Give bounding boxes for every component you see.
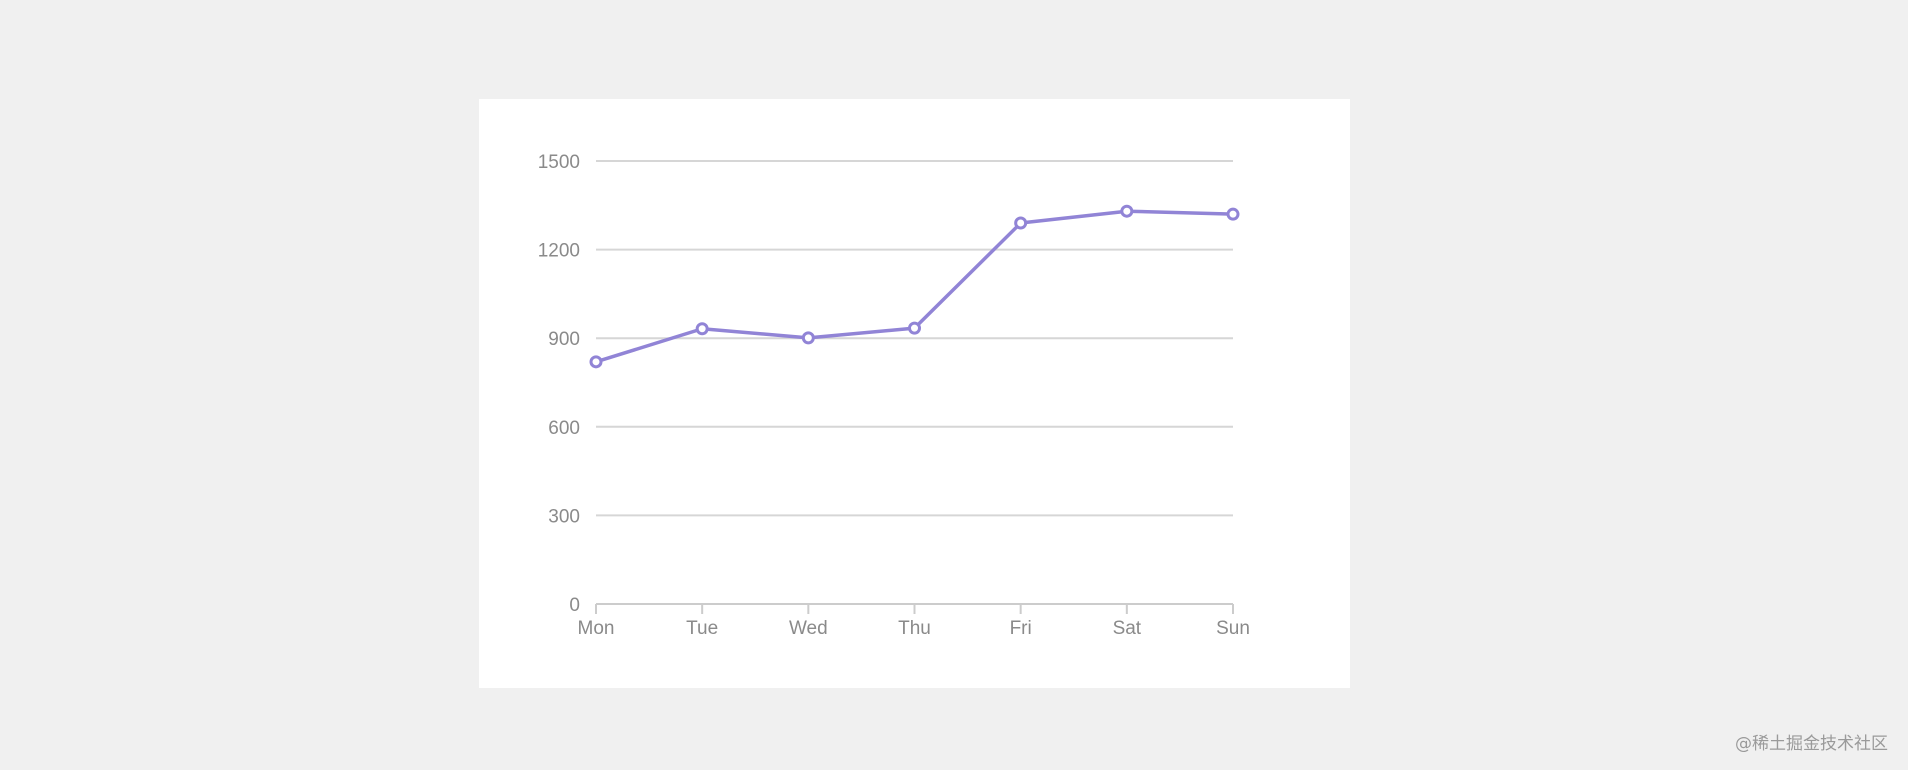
y-tick-label: 1200 [538,241,580,262]
chart-card: 0 300 600 900 1200 1500 Mon Tue Wed Thu Fri Sat Sun [479,99,1350,688]
x-tick-label: Mon [578,618,615,639]
data-point [695,322,709,336]
y-tick-label: 600 [548,418,580,439]
x-tick-label: Tue [686,618,718,639]
data-point [589,355,603,369]
line-chart: 0 300 600 900 1200 1500 Mon Tue Wed Thu Fri Sat Sun [538,152,1250,639]
data-point [1226,207,1240,221]
series-line [595,209,1234,364]
x-tick-label: Sun [1216,618,1250,639]
y-tick-label: 900 [548,329,580,350]
data-point [908,321,921,335]
y-tick-label: 0 [569,595,580,616]
data-point [1014,216,1028,230]
y-tick-label: 300 [548,506,580,527]
data-point [1120,204,1134,218]
data-point [801,331,815,345]
watermark: @稀土掘金技术社区 [1735,734,1888,754]
x-tick-label: Wed [789,618,828,639]
x-tick-label: Fri [1010,618,1032,639]
x-tick-label: Sat [1113,618,1142,639]
x-tick-label: Thu [898,618,931,639]
y-tick-label: 1500 [538,152,580,173]
